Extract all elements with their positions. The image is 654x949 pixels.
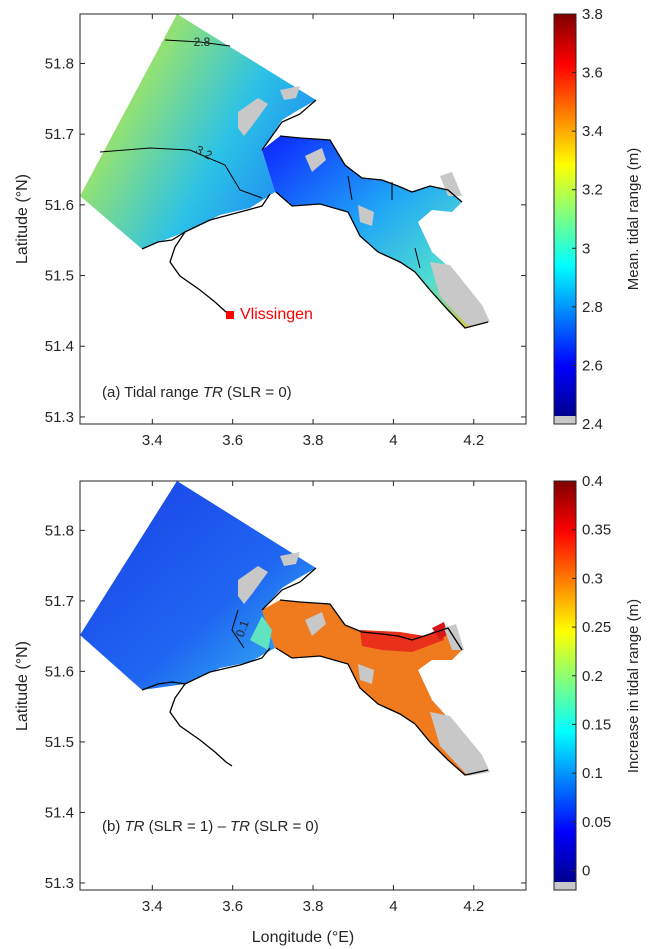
contour-lines [99,39,421,269]
panel-a-colorbar-frame [553,13,577,425]
panel-b-colorbar-land-swatch [554,882,576,890]
transition-band [250,616,272,650]
x-tick-label: 4 [389,898,397,915]
panel-a-axes-box [79,13,527,425]
y-tick-label: 51.5 [45,268,74,285]
x-tick-label: 4.2 [463,898,484,915]
panel-b-colorbar-label: Increase in tidal range (m) [625,599,642,773]
panel-b-ticks: 3.4 3.6 3.8 4 4.2 51.3 51.4 51.5 51.6 51.7 51.8 [45,481,526,915]
y-tick-label: 51.8 [45,522,74,539]
colorbar-tick-label: 2.8 [582,299,603,316]
y-tick-label: 51.3 [45,875,74,892]
x-tick-label: 4 [389,432,397,449]
panel-a-ylabel: Latitude (°N) [14,174,31,264]
colorbar-tick-label: 0.4 [582,473,603,490]
y-tick-label: 51.3 [45,409,74,426]
colorbar-tick-label: 0.1 [582,765,603,782]
x-tick-label: 3.8 [303,432,324,449]
vlissingen-label: Vlissingen [240,306,313,323]
panel-a: 2.8 3.2 Vlissingen (a) Tidal range TR (S… [14,6,642,449]
colorbar-tick-label: 0.15 [582,716,611,733]
panel-a-colorbar-ticks: 2.4 2.6 2.8 3 3.2 3.4 3.6 3.8 [572,6,603,433]
y-tick-label: 51.6 [45,663,74,680]
panel-b-xlabel: Longitude (°E) [252,929,354,946]
panel-b-colorbar [554,481,576,882]
panel-b-axes-box [79,480,527,891]
y-tick-label: 51.6 [45,197,74,214]
colorbar-tick-label: 2.4 [582,416,603,433]
contour-label: 2.8 [194,35,211,49]
y-tick-label: 51.8 [45,55,74,72]
x-tick-label: 4.2 [463,432,484,449]
colorbar-tick-label: 0.3 [582,570,603,587]
colorbar-tick-label: 3.2 [582,182,603,199]
panel-b-ylabel: Latitude (°N) [14,641,31,731]
panel-b-map [80,481,490,776]
contour-label: 0.1 [233,618,252,639]
colorbar-tick-label: 0.35 [582,522,611,539]
panel-b-colorbar-frame [553,480,577,891]
panel-b-label: (b) TR (SLR = 1) – TR (SLR = 0) [102,818,319,835]
vlissingen-annotation: Vlissingen [226,306,313,323]
panel-b-colorbar-ticks: 0 0.05 0.1 0.15 0.2 0.25 0.3 0.35 0.4 [572,473,611,880]
colorbar-tick-label: 0 [582,863,590,880]
colorbar-tick-label: 2.6 [582,357,603,374]
y-tick-label: 51.4 [45,338,74,355]
x-tick-label: 3.6 [222,432,243,449]
x-tick-label: 3.8 [303,898,324,915]
y-tick-label: 51.5 [45,734,74,751]
panel-a-colorbar [554,14,576,416]
x-tick-label: 3.4 [142,898,163,915]
panel-a-map [80,14,490,329]
colorbar-tick-label: 0.2 [582,668,603,685]
coastline [141,567,489,776]
panel-a-label: (a) Tidal range TR (SLR = 0) [102,384,292,401]
x-tick-label: 3.6 [222,898,243,915]
x-tick-label: 3.4 [142,432,163,449]
y-tick-label: 51.7 [45,126,74,143]
colorbar-tick-label: 0.25 [582,619,611,636]
panel-a-ticks: 3.4 3.6 3.8 4 4.2 51.3 51.4 51.5 51.6 51.7 51.8 [45,14,526,449]
vlissingen-marker [226,311,234,319]
panel-a-colorbar-land-swatch [554,416,576,424]
colorbar-tick-label: 3 [582,240,590,257]
colorbar-tick-label: 3.6 [582,65,603,82]
contour-lines [231,609,245,649]
coastline [141,99,489,329]
y-tick-label: 51.4 [45,804,74,821]
colorbar-tick-label: 0.05 [582,814,611,831]
colorbar-tick-label: 3.4 [582,123,603,140]
panel-a-colorbar-label: Mean. tidal range (m) [625,148,642,291]
panel-b: 0.1 (b) TR (SLR = 1) – TR (SLR = 0) 3.4 3… [14,473,642,946]
y-tick-label: 51.7 [45,593,74,610]
land-patches [238,86,490,326]
north-sea-region [80,481,316,690]
north-sea-region [80,14,316,249]
western-scheldt-estuary [262,136,488,328]
colorbar-tick-label: 3.8 [582,6,603,23]
